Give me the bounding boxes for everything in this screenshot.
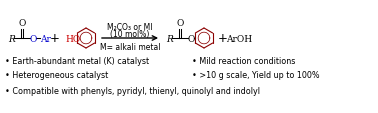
Text: +: +: [50, 32, 60, 45]
Text: • Heterogeneous catalyst: • Heterogeneous catalyst: [5, 71, 108, 80]
Text: • >10 g scale, Yield up to 100%: • >10 g scale, Yield up to 100%: [192, 71, 320, 80]
Text: • Mild reaction conditions: • Mild reaction conditions: [192, 57, 295, 66]
Text: (10 mol%): (10 mol%): [110, 29, 150, 38]
Text: R: R: [8, 34, 15, 43]
Text: M₂CO₃ or MI: M₂CO₃ or MI: [107, 22, 153, 31]
Text: O: O: [30, 34, 37, 43]
Text: Ar: Ar: [40, 34, 51, 43]
Text: O: O: [18, 19, 26, 28]
Text: R: R: [166, 34, 173, 43]
Text: M= alkali metal: M= alkali metal: [100, 43, 160, 52]
Text: HO: HO: [65, 34, 80, 43]
Text: O: O: [188, 34, 195, 43]
Text: O: O: [176, 19, 184, 28]
Text: +: +: [218, 32, 228, 45]
Text: ArOH: ArOH: [226, 34, 252, 43]
Text: • Earth-abundant metal (K) catalyst: • Earth-abundant metal (K) catalyst: [5, 57, 149, 66]
Text: • Compatible with phenyls, pyridyl, thienyl, quinolyl and indolyl: • Compatible with phenyls, pyridyl, thie…: [5, 87, 260, 96]
